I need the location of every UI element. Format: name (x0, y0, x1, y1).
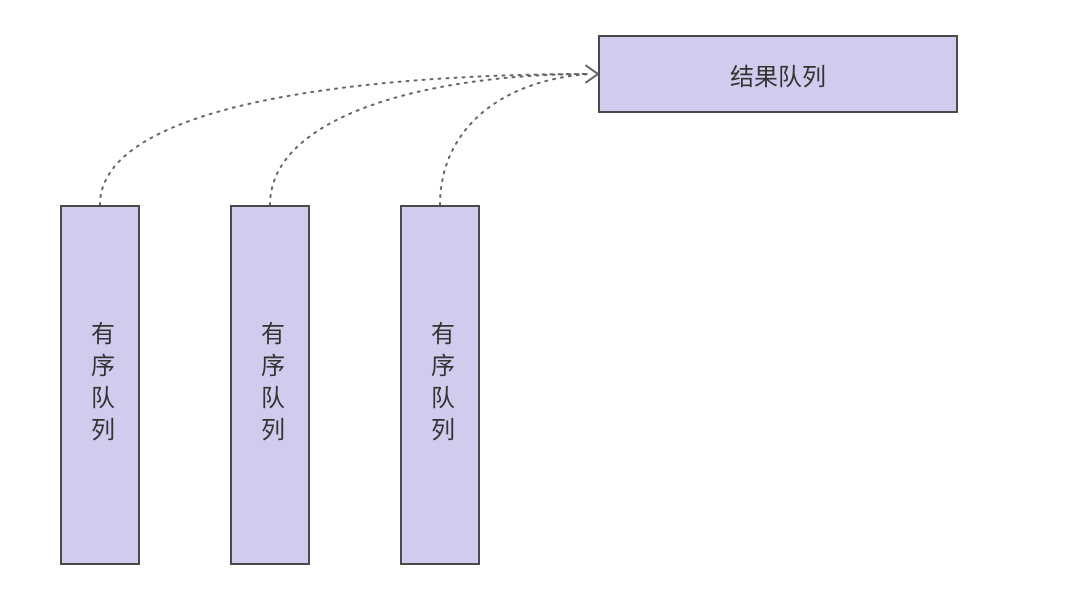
node-result: 结果队列 (598, 35, 958, 113)
queue-merge-diagram: 结果队列有序队列 有序队列 有序队列 (0, 0, 1080, 615)
node-source1: 有序队列 (60, 205, 140, 565)
node-source3: 有序队列 (400, 205, 480, 565)
node-source2: 有序队列 (230, 205, 310, 565)
node-label: 有序队列 (83, 321, 118, 449)
node-label: 结果队列 (730, 57, 826, 92)
edge-source2-to-result (270, 74, 590, 205)
edge-source3-to-result (440, 74, 590, 205)
node-label: 有序队列 (423, 321, 458, 449)
arrowhead-icon (586, 66, 598, 83)
edge-source1-to-result (100, 74, 590, 205)
node-label: 有序队列 (253, 321, 288, 449)
